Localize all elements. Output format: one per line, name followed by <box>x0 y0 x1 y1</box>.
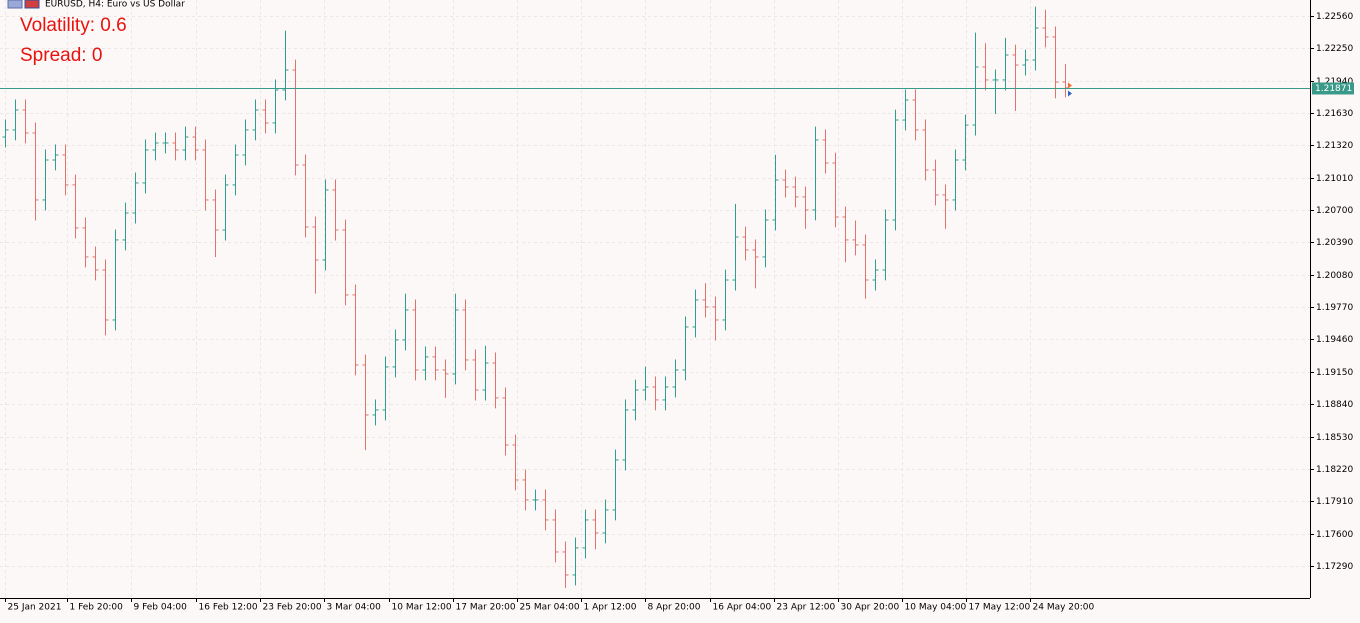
y-tick-label: 1.21630 <box>1316 109 1353 119</box>
y-tick-label: 1.18840 <box>1316 400 1353 410</box>
grid <box>0 0 1310 598</box>
y-tick-label: 1.21010 <box>1316 174 1353 184</box>
x-tick-label: 1 Feb 20:00 <box>70 603 124 613</box>
y-tick-label: 1.17600 <box>1316 530 1353 540</box>
y-tick-label: 1.22250 <box>1316 44 1353 54</box>
bars <box>2 6 1069 588</box>
window-icon <box>24 0 40 9</box>
annotation: Spread: 0 <box>20 45 102 66</box>
x-tick-label: 8 Apr 20:00 <box>648 603 701 613</box>
y-tick-label: 1.21940 <box>1316 77 1353 87</box>
x-tick-label: 16 Feb 12:00 <box>199 603 258 613</box>
y-tick-label: 1.19770 <box>1316 303 1353 313</box>
x-tick-label: 24 May 20:00 <box>1033 603 1095 613</box>
x-tick-label: 10 May 04:00 <box>905 603 967 613</box>
y-tick-label: 1.17290 <box>1316 562 1353 572</box>
x-tick-label: 3 Mar 04:00 <box>327 603 382 613</box>
y-tick-label: 1.18530 <box>1316 433 1353 443</box>
x-tick-label: 16 Apr 04:00 <box>713 603 772 613</box>
x-tick-label: 30 Apr 20:00 <box>841 603 900 613</box>
x-tick-label: 17 May 12:00 <box>969 603 1031 613</box>
y-tick-label: 1.19460 <box>1316 335 1353 345</box>
x-tick-label: 17 Mar 20:00 <box>456 603 516 613</box>
y-tick-label: 1.20390 <box>1316 238 1353 248</box>
y-tick-label: 1.20700 <box>1316 206 1353 216</box>
window-icon <box>7 0 23 9</box>
bid-marker <box>1068 90 1072 97</box>
x-tick-label: 23 Apr 12:00 <box>777 603 836 613</box>
y-tick-label: 1.22560 <box>1316 12 1353 22</box>
x-tick-label: 1 Apr 12:00 <box>584 603 637 613</box>
ask-marker <box>1068 82 1072 89</box>
price-label-box <box>1312 82 1354 95</box>
y-tick-label: 1.21320 <box>1316 141 1353 151</box>
annotation: Volatility: 0.6 <box>20 15 127 36</box>
price-label: 1.21871 <box>1315 84 1352 94</box>
y-tick-label: 1.19150 <box>1316 368 1353 378</box>
x-tick-label: 10 Mar 12:00 <box>392 603 452 613</box>
x-tick-label: 9 Feb 04:00 <box>134 603 188 613</box>
x-tick-label: 23 Feb 20:00 <box>263 603 322 613</box>
chart-title: EURUSD, H4: Euro vs US Dollar <box>45 0 185 10</box>
y-tick-label: 1.18220 <box>1316 465 1353 475</box>
x-tick-label: 25 Jan 2021 <box>8 603 62 613</box>
y-tick-label: 1.20080 <box>1316 271 1353 281</box>
x-tick-label: 25 Mar 04:00 <box>520 603 580 613</box>
y-tick-label: 1.17910 <box>1316 497 1353 507</box>
